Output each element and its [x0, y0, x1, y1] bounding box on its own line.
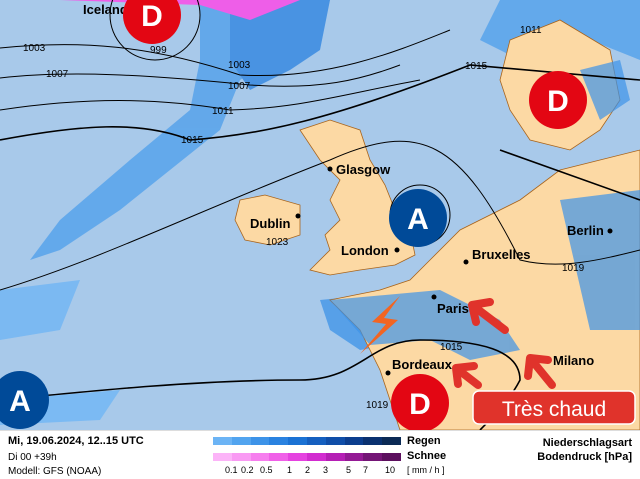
- isobar-label: 999: [150, 45, 167, 56]
- isobar-label: 1007: [228, 81, 251, 92]
- isobar-label: 1003: [228, 60, 251, 71]
- city-label-bruxelles: Bruxelles: [472, 247, 531, 262]
- snow-swatch: [363, 453, 383, 461]
- low-symbol-label: D: [409, 388, 431, 421]
- low-pressure-france: D: [391, 374, 449, 430]
- rain-swatch: [344, 437, 364, 445]
- city-label-milano: Milano: [553, 353, 594, 368]
- forecast-date: Mi, 19.06.2024, 12..15 UTC: [8, 435, 144, 447]
- precip-type-label: Niederschlagsart: [542, 437, 632, 449]
- snow-color-scale: [213, 453, 401, 461]
- cities: Iceland Glasgow Dublin London Bruxelles …: [83, 2, 613, 376]
- snow-label: Schnee: [407, 450, 447, 462]
- city-label-london: London: [341, 243, 389, 258]
- low-symbol-label: D: [141, 0, 163, 33]
- isobar-label: 1015: [181, 135, 204, 146]
- pressure-label: Bodendruck [hPa]: [537, 451, 632, 463]
- isobar-label: 1023: [266, 237, 289, 248]
- scale-tick: 1: [287, 465, 293, 475]
- isobar-label: 1015: [465, 61, 488, 72]
- isobar-label: 1019: [366, 400, 389, 411]
- city-label-glasgow: Glasgow: [336, 162, 391, 177]
- rain-swatch: [213, 437, 232, 445]
- low-pressure-iceland: D: [123, 0, 181, 44]
- snow-area: [60, 0, 300, 20]
- scale-tick: 5: [346, 465, 352, 475]
- rain-swatch: [231, 437, 251, 445]
- arrows: [452, 298, 556, 389]
- model-run: Di 00 +39h: [8, 452, 57, 463]
- callout-text: Très chaud: [502, 398, 606, 421]
- scale-tick: 0.5: [260, 465, 273, 475]
- scale-tick: 0.1: [225, 465, 238, 475]
- arrow-icon: [524, 354, 556, 389]
- city-dot: [463, 259, 469, 265]
- snow-swatch: [288, 453, 307, 461]
- isobar-label: 1011: [212, 106, 234, 117]
- rain-label: Regen: [407, 435, 441, 447]
- snow-swatch: [213, 453, 232, 461]
- isobar-label: 1019: [562, 263, 585, 274]
- snow-swatch: [344, 453, 364, 461]
- ireland: [234, 194, 301, 246]
- rain-color-scale: [213, 437, 401, 445]
- rain-swatch: [250, 437, 270, 445]
- tres-chaud-callout: Très chaud: [472, 390, 636, 425]
- snow-swatch: [306, 453, 326, 461]
- city-dot: [295, 213, 301, 219]
- legend: Mi, 19.06.2024, 12..15 UTC Di 00 +39h Mo…: [0, 430, 640, 479]
- scale-tick: 0.2: [241, 465, 254, 475]
- city-label-dublin: Dublin: [250, 216, 290, 231]
- isobar-labels: 1003 999 1003 1007 1007 1011 1015 1011 1…: [23, 25, 585, 411]
- model-name: Modell: GFS (NOAA): [8, 466, 102, 477]
- city-dot: [607, 228, 613, 234]
- snow-swatch: [231, 453, 251, 461]
- rain-swatch: [363, 437, 383, 445]
- weather-map: 1003 999 1003 1007 1007 1011 1015 1011 1…: [0, 0, 640, 430]
- scale-tick: 7: [363, 465, 369, 475]
- snow-swatch: [325, 453, 345, 461]
- city-label-paris: Paris: [437, 301, 469, 316]
- lightning-icon: [360, 296, 400, 354]
- rain-swatch: [288, 437, 307, 445]
- arrow-icon: [468, 298, 509, 334]
- isobar-label: 1003: [23, 43, 46, 54]
- city-dot: [431, 294, 437, 300]
- unit-label: [ mm / h ]: [407, 465, 445, 475]
- city-dot: [385, 370, 391, 376]
- city-label-iceland: Iceland: [83, 2, 128, 17]
- city-label-bordeaux: Bordeaux: [392, 357, 453, 372]
- low-symbol-label: D: [547, 85, 569, 118]
- snow-swatch: [382, 453, 401, 461]
- isobars: [0, 0, 640, 430]
- isobar-label: 1015: [440, 342, 463, 353]
- snow-swatch: [269, 453, 289, 461]
- land: [234, 19, 640, 430]
- scale-tick: 10: [385, 465, 396, 475]
- rain-swatch: [382, 437, 401, 445]
- snow-swatch: [250, 453, 270, 461]
- rain-swatch: [269, 437, 289, 445]
- high-pressure-atlantic: A: [0, 371, 49, 429]
- high-symbol-label: A: [407, 203, 429, 236]
- high-symbol-label: A: [9, 385, 31, 418]
- high-pressure-north-sea: A: [389, 189, 447, 247]
- rain-swatch: [325, 437, 345, 445]
- great-britain: [299, 119, 416, 276]
- rain-swatch: [306, 437, 326, 445]
- arrow-icon: [452, 362, 482, 389]
- scale-tick: 3: [323, 465, 329, 475]
- low-pressure-scandinavia: D: [529, 71, 587, 129]
- city-dot: [327, 166, 333, 172]
- scale-tick: 2: [305, 465, 311, 475]
- city-label-berlin: Berlin: [567, 223, 604, 238]
- isobar-label: 1007: [46, 69, 69, 80]
- city-dot: [394, 247, 400, 253]
- isobar-label: 1011: [520, 25, 542, 36]
